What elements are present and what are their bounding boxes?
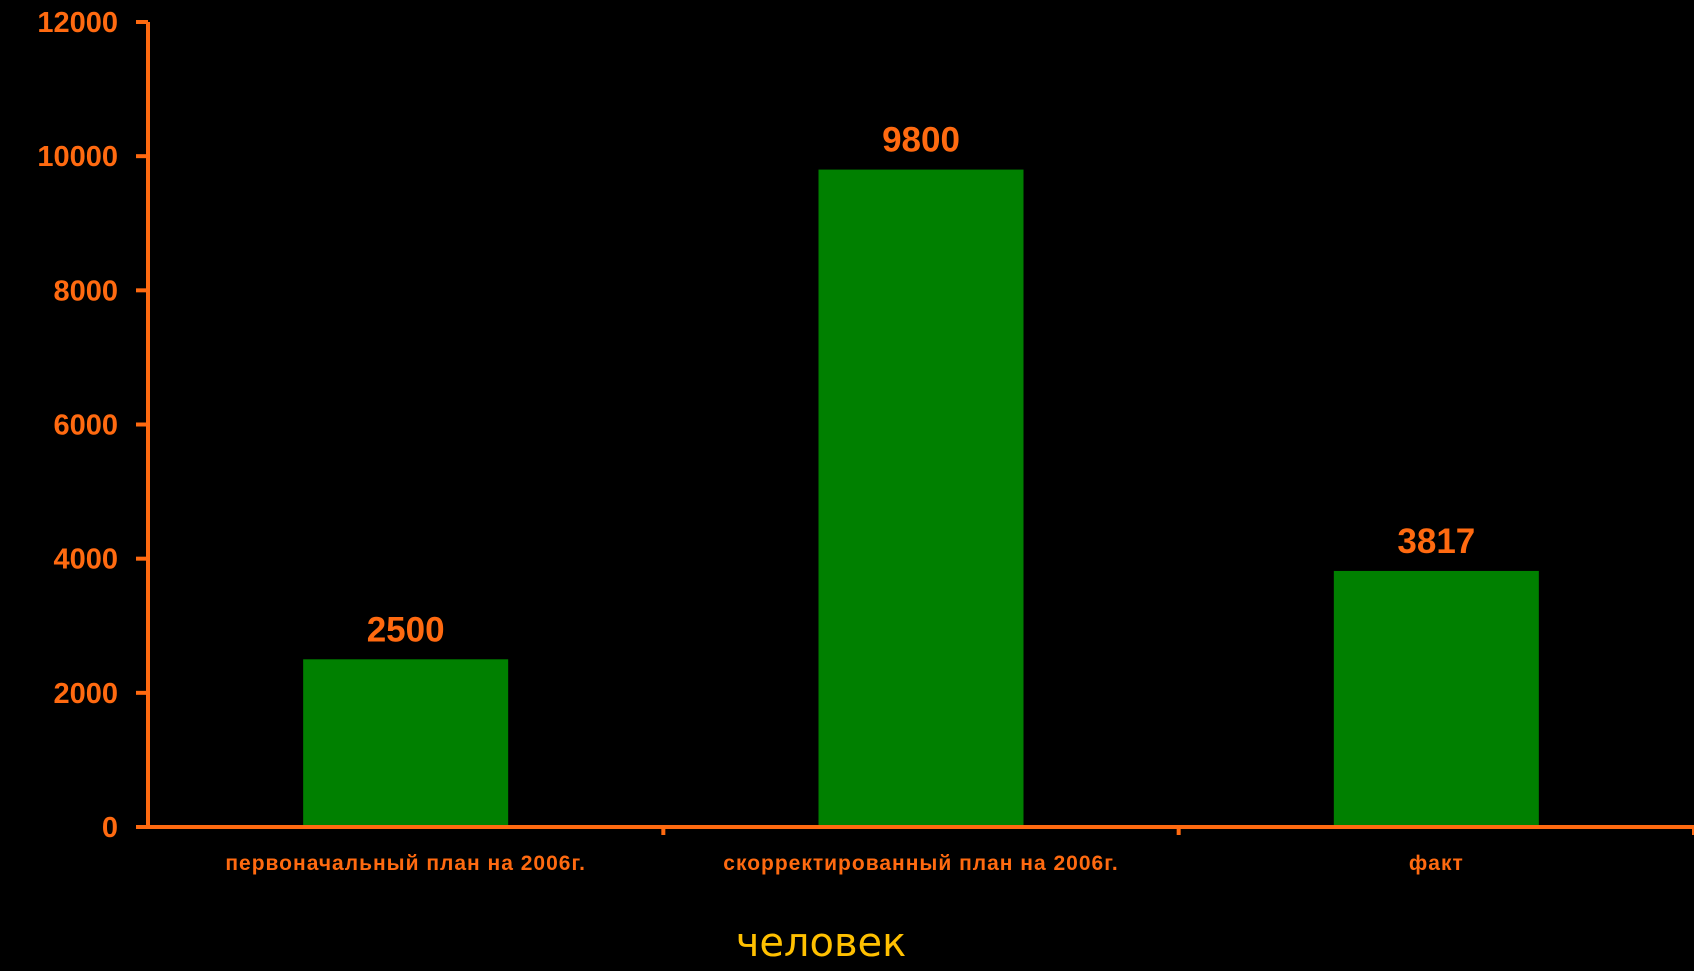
category-label: факт bbox=[1409, 852, 1464, 875]
y-tick-label: 8000 bbox=[53, 275, 118, 307]
y-axis-ticks: 0 2000 4000 6000 8000 10000 12000 bbox=[37, 7, 1694, 844]
bar bbox=[818, 169, 1024, 826]
bar-value-label: 3817 bbox=[1397, 522, 1475, 561]
y-tick-label: 2000 bbox=[53, 678, 118, 710]
category-label: первоначальный план на 2006г. bbox=[225, 852, 586, 875]
y-tick-label: 12000 bbox=[37, 7, 118, 39]
bar bbox=[1333, 570, 1539, 825]
category-label: скорректированный план на 2006г. bbox=[723, 852, 1118, 875]
bars bbox=[303, 169, 1539, 826]
bar-value-label: 9800 bbox=[882, 121, 960, 160]
y-tick-label: 6000 bbox=[53, 410, 118, 442]
y-tick-label: 0 bbox=[102, 812, 118, 844]
category-labels: первоначальный план на 2006г. скорректиро… bbox=[225, 852, 1464, 875]
x-axis-label: человек bbox=[736, 920, 907, 966]
y-tick-label: 10000 bbox=[37, 141, 118, 173]
bar-value-label: 2500 bbox=[367, 610, 445, 649]
bar bbox=[303, 659, 509, 825]
y-tick-label: 4000 bbox=[53, 544, 118, 576]
data-labels: 2500 9800 3817 bbox=[367, 121, 1476, 650]
